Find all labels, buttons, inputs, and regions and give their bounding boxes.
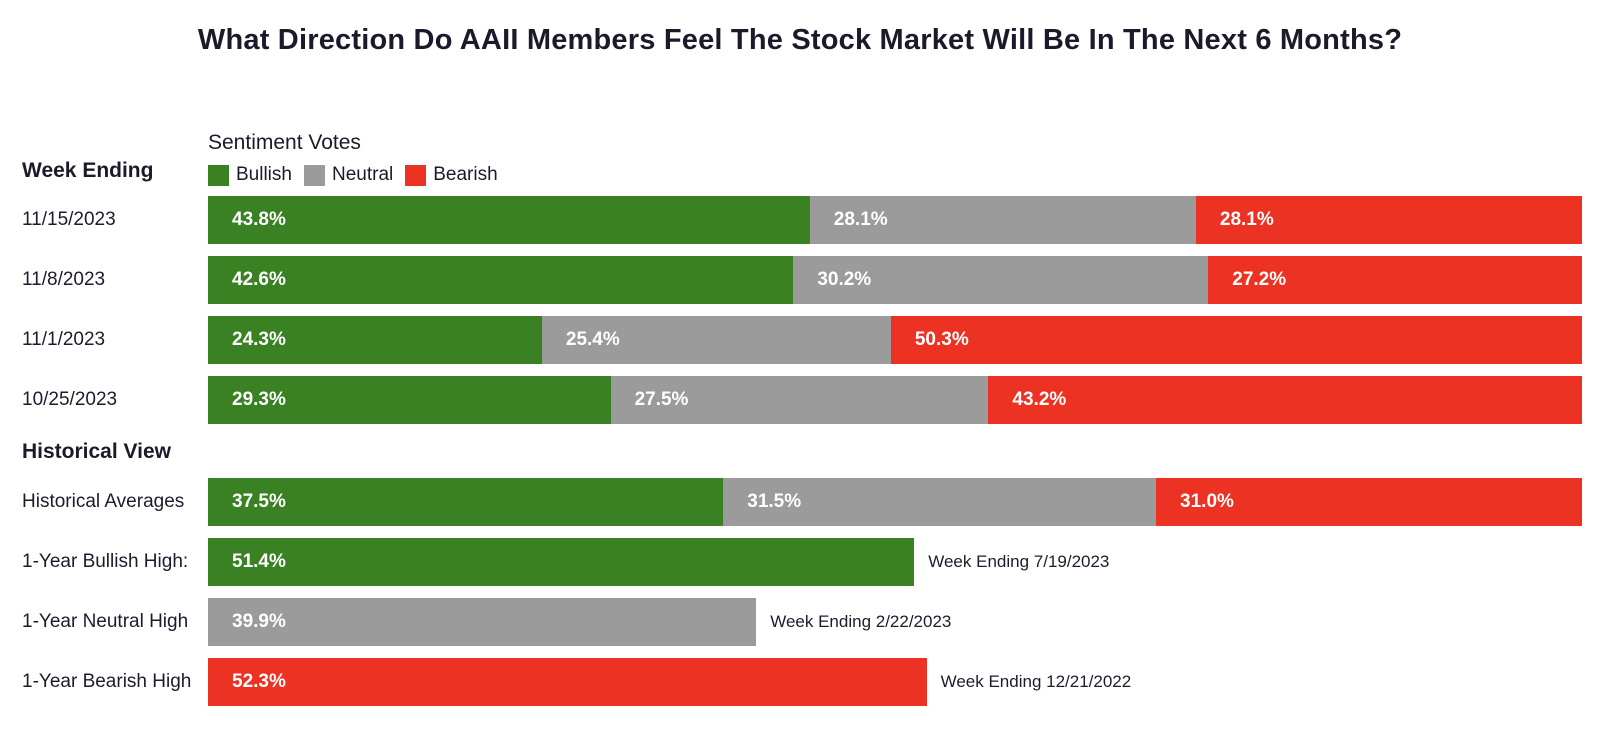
- sentiment-row: 11/8/2023 42.6% 30.2% 27.2%: [0, 256, 1600, 304]
- stacked-bar: 24.3% 25.4% 50.3%: [208, 316, 1582, 364]
- bar-segment-bearish: 27.2%: [1208, 256, 1582, 304]
- segment-value: 30.2%: [817, 269, 872, 290]
- sentiment-row: 11/15/2023 43.8% 28.1% 28.1%: [0, 196, 1600, 244]
- bar-segment-bearish: 50.3%: [890, 316, 1582, 364]
- legend-item-bearish: Bearish: [405, 164, 498, 186]
- bar-segment-neutral: 28.1%: [809, 196, 1196, 244]
- historical-rows: Historical Averages 37.5% 31.5% 31.0% 1-Year…: [0, 478, 1600, 706]
- segment-value: 52.3%: [232, 671, 286, 692]
- bar-segment-bearish: 31.0%: [1156, 478, 1582, 526]
- bar-segment-neutral: 25.4%: [541, 316, 891, 364]
- legend-row: Week Ending Sentiment Votes Bullish Neutr…: [0, 131, 1600, 186]
- segment-value: 25.4%: [565, 329, 620, 350]
- segment-value: 29.3%: [232, 389, 286, 410]
- legend-item-label: Neutral: [331, 164, 394, 185]
- segment-value: 43.8%: [232, 209, 286, 230]
- segment-value: 28.1%: [833, 209, 888, 230]
- stacked-bar: 37.5% 31.5% 31.0%: [208, 478, 1582, 526]
- segment-value: 31.5%: [747, 491, 802, 512]
- stacked-bar: 42.6% 30.2% 27.2%: [208, 256, 1582, 304]
- segment-value: 39.9%: [232, 611, 286, 632]
- row-label: Historical Averages: [22, 491, 185, 512]
- bar-segment-bullish: 43.8%: [208, 196, 810, 244]
- bar-segment-bearish: 52.3%: [208, 658, 927, 706]
- legend-item-label: Bearish: [433, 164, 498, 185]
- stacked-bar: 29.3% 27.5% 43.2%: [208, 376, 1582, 424]
- legend-item-label: Bullish: [236, 164, 292, 185]
- row-label: 11/8/2023: [22, 269, 106, 290]
- weekly-sentiment-rows: 11/15/2023 43.8% 28.1% 28.1% 11/8/2023 42.6% 3…: [0, 196, 1600, 424]
- bar-segment-bullish: 51.4%: [208, 538, 915, 586]
- row-label: 10/25/2023: [22, 389, 118, 410]
- single-bar-wrap: 52.3% Week Ending 12/21/2022: [208, 658, 1582, 706]
- week-ending-axis-label: Week Ending: [22, 159, 154, 182]
- row-label: 1-Year Bullish High:: [22, 551, 189, 572]
- row-label: 11/15/2023: [22, 209, 116, 230]
- row-bars: 39.9% Week Ending 2/22/2023: [208, 598, 1600, 646]
- row-label: 1-Year Bearish High: [22, 671, 192, 692]
- segment-value: 27.2%: [1232, 269, 1287, 290]
- segment-value: 28.1%: [1219, 209, 1274, 230]
- segment-value: 43.2%: [1012, 389, 1067, 410]
- bar-annotation: Week Ending 7/19/2023: [928, 552, 1110, 571]
- bar-segment-bullish: 42.6%: [208, 256, 794, 304]
- legend-item-neutral: Neutral: [303, 164, 394, 186]
- segment-value: 31.0%: [1180, 491, 1234, 512]
- bar-segment-bullish: 29.3%: [208, 376, 611, 424]
- bar-segment-neutral: 30.2%: [793, 256, 1209, 304]
- row-bars: 29.3% 27.5% 43.2%: [208, 376, 1600, 424]
- segment-value: 42.6%: [232, 269, 286, 290]
- bar-segment-bearish: 28.1%: [1195, 196, 1582, 244]
- legend-swatch-neutral-icon: [303, 164, 325, 186]
- historical-high-row: 1-Year Neutral High 39.9% Week Ending 2/22…: [0, 598, 1600, 646]
- legend-block: Sentiment Votes Bullish Neutral Bearish: [208, 131, 1600, 186]
- bar-segment-bullish: 37.5%: [208, 478, 724, 526]
- segment-value: 24.3%: [232, 329, 286, 350]
- row-bars: 43.8% 28.1% 28.1%: [208, 196, 1600, 244]
- legend-items: Bullish Neutral Bearish: [208, 164, 1582, 186]
- bar-annotation: Week Ending 12/21/2022: [940, 672, 1132, 691]
- legend-swatch-bearish-icon: [405, 164, 427, 186]
- bar-segment-neutral: 27.5%: [610, 376, 989, 424]
- chart-title: What Direction Do AAII Members Feel The …: [197, 24, 1403, 56]
- sentiment-row: 11/1/2023 24.3% 25.4% 50.3%: [0, 316, 1600, 364]
- bar-segment-neutral: 31.5%: [723, 478, 1157, 526]
- historical-view-heading: Historical View: [22, 440, 172, 463]
- row-bars: 24.3% 25.4% 50.3%: [208, 316, 1600, 364]
- bar-segment-bullish: 24.3%: [208, 316, 542, 364]
- historical-averages-row: Historical Averages 37.5% 31.5% 31.0%: [0, 478, 1600, 526]
- historical-high-row: 1-Year Bullish High: 51.4% Week Ending 7/1…: [0, 538, 1600, 586]
- segment-value: 37.5%: [232, 491, 286, 512]
- single-bar-wrap: 39.9% Week Ending 2/22/2023: [208, 598, 1582, 646]
- chart-body: Week Ending Sentiment Votes Bullish Neutr…: [0, 131, 1600, 706]
- segment-value: 27.5%: [634, 389, 689, 410]
- historical-high-row: 1-Year Bearish High 52.3% Week Ending 12/2…: [0, 658, 1600, 706]
- row-label: 11/1/2023: [22, 329, 106, 350]
- segment-value: 50.3%: [914, 329, 969, 350]
- sentiment-row: 10/25/2023 29.3% 27.5% 43.2%: [0, 376, 1600, 424]
- legend-item-bullish: Bullish: [208, 164, 292, 186]
- bar-segment-bearish: 43.2%: [988, 376, 1582, 424]
- row-bars: 51.4% Week Ending 7/19/2023: [208, 538, 1600, 586]
- single-bar-wrap: 51.4% Week Ending 7/19/2023: [208, 538, 1582, 586]
- legend-swatch-bullish-icon: [208, 164, 229, 186]
- row-bars: 42.6% 30.2% 27.2%: [208, 256, 1600, 304]
- segment-value: 51.4%: [232, 551, 286, 572]
- stacked-bar: 43.8% 28.1% 28.1%: [208, 196, 1582, 244]
- row-label: 1-Year Neutral High: [22, 611, 189, 632]
- row-bars: 52.3% Week Ending 12/21/2022: [208, 658, 1600, 706]
- bar-annotation: Week Ending 2/22/2023: [770, 612, 952, 631]
- bar-segment-neutral: 39.9%: [208, 598, 757, 646]
- row-bars: 37.5% 31.5% 31.0%: [208, 478, 1600, 526]
- legend-title: Sentiment Votes: [208, 131, 361, 154]
